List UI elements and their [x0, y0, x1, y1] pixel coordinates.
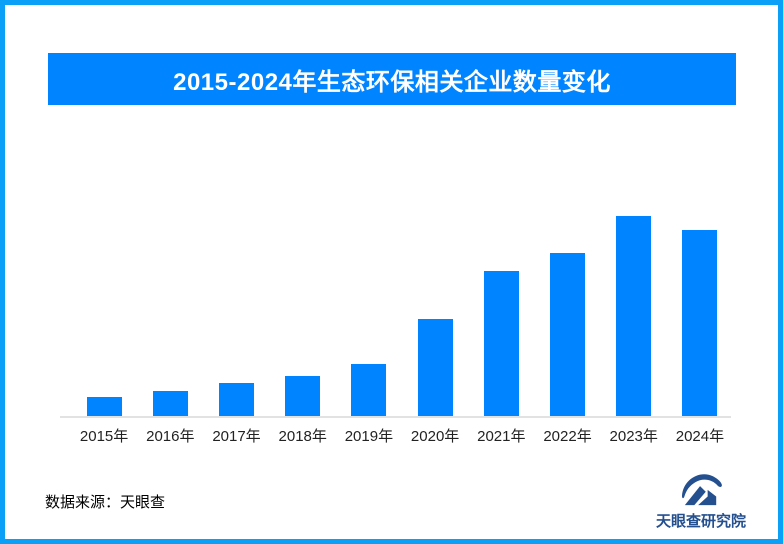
data-source: 数据来源：天眼查: [45, 494, 166, 511]
bar-2019年: [351, 364, 387, 417]
bar-slot: [137, 197, 203, 417]
x-axis-line: [60, 416, 731, 418]
x-axis-label: 2017年: [212, 428, 261, 445]
bar-2023年: [616, 216, 652, 417]
tianyancha-eye-logo-icon: [681, 474, 722, 506]
chart-title: 2015-2024年生态环保相关企业数量变化: [173, 68, 611, 96]
bar-slot: [203, 197, 269, 417]
brand-name: 天眼查研究院: [655, 513, 746, 530]
bar-slot: [667, 197, 733, 417]
plot-area: [71, 197, 733, 417]
x-axis-labels: 2015年 2016年 2017年 2018年 2019年 2020年 2021年 2022年…: [71, 425, 733, 446]
x-axis-label: 2020年: [410, 428, 460, 445]
bar-2017年: [219, 383, 254, 417]
x-axis-label: 2022年: [543, 428, 592, 445]
bar-2015年: [86, 397, 122, 417]
x-axis-label: 2019年: [344, 428, 394, 445]
bar-2024年: [682, 230, 718, 417]
x-axis-label: 2018年: [278, 428, 327, 445]
x-axis-label: 2015年: [79, 428, 129, 445]
bar-slot: [468, 197, 534, 417]
bar-2018年: [285, 376, 321, 417]
bar-2022年: [550, 253, 586, 417]
bar-slot: [402, 197, 468, 417]
bar-2016年: [152, 391, 188, 417]
x-axis-label: 2016年: [146, 428, 195, 445]
bar-slot: [534, 197, 600, 417]
bar-slot: [71, 197, 137, 417]
bar-slot: [601, 197, 667, 417]
x-axis-label: 2024年: [675, 428, 725, 445]
bar-2020年: [417, 319, 453, 417]
bar-slot: [270, 197, 336, 417]
x-axis-label: 2021年: [477, 428, 526, 445]
brand-logo: 天眼查研究院: [646, 469, 756, 531]
bar-2021年: [483, 271, 519, 417]
chart-title-banner: 2015-2024年生态环保相关企业数量变化: [48, 53, 736, 105]
bar-slot: [336, 197, 402, 417]
x-axis-label: 2023年: [609, 428, 658, 445]
